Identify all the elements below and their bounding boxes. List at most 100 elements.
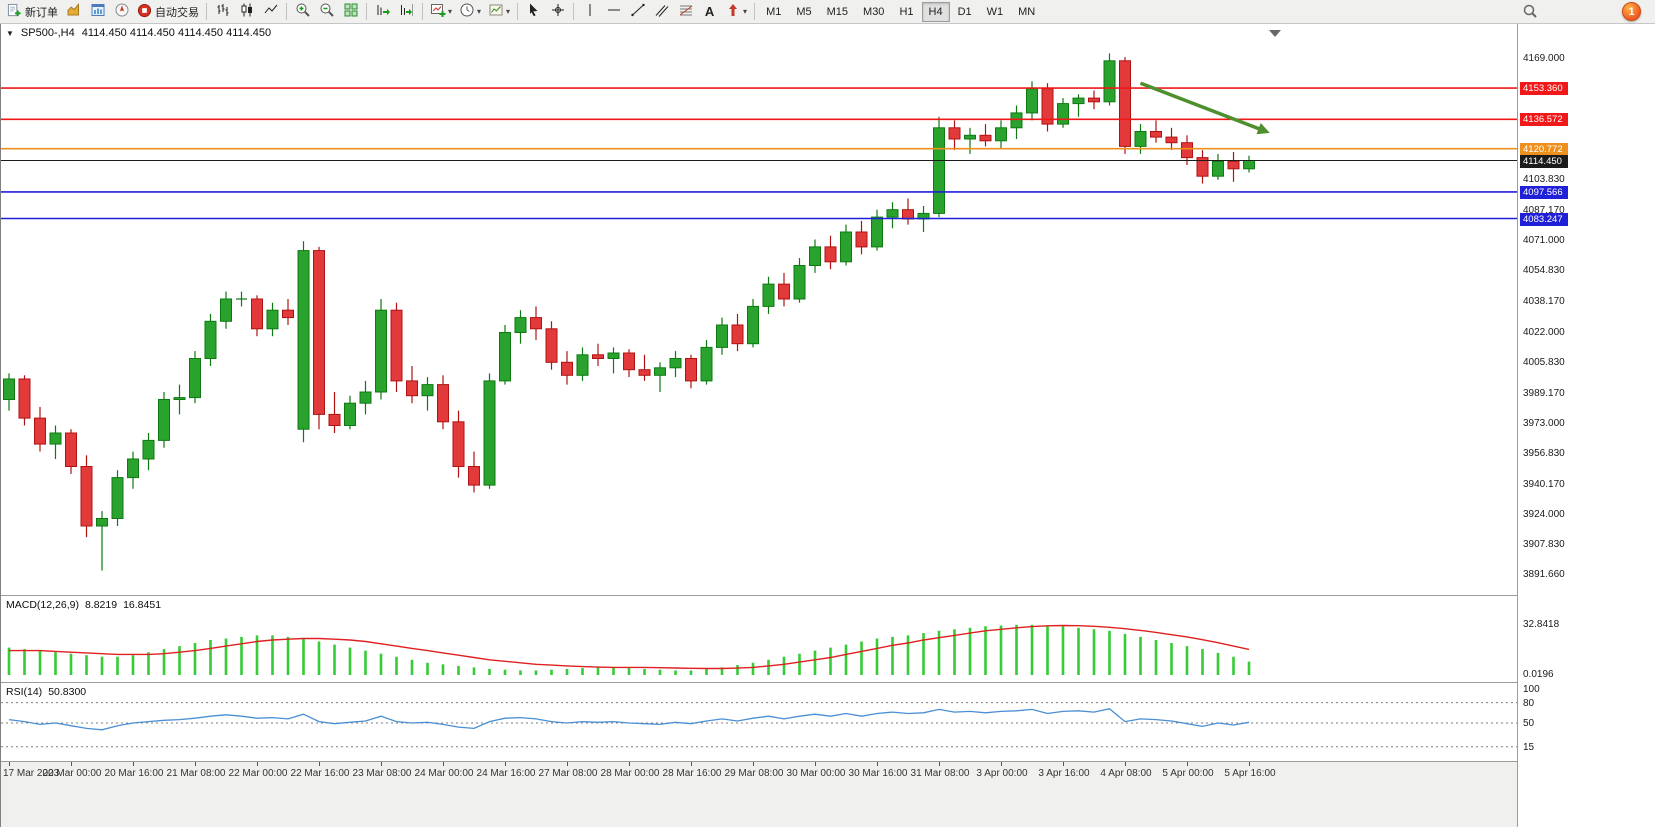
candle [1103, 53, 1116, 106]
zoom-out-button[interactable] [315, 1, 338, 22]
new-order-button[interactable]: 新订单 [4, 1, 61, 22]
toolbar-separator [573, 3, 575, 20]
candle [747, 299, 759, 348]
macd-panel[interactable] [1, 596, 1517, 682]
candle-body [592, 354, 604, 359]
periods-button[interactable]: ▾ [456, 1, 484, 22]
vertical-line-button[interactable] [578, 1, 601, 22]
candle [204, 313, 217, 366]
timeframe-m15-button[interactable]: M15 [820, 2, 855, 22]
candle-body [266, 309, 279, 330]
candle-body [933, 127, 945, 214]
tile-windows-button[interactable] [339, 1, 362, 22]
templates-button[interactable]: ▾ [485, 1, 513, 22]
navigator-button[interactable] [110, 1, 133, 22]
candle-body [778, 283, 790, 300]
candle-body [204, 320, 217, 359]
chart-shift-button[interactable] [395, 1, 418, 22]
candle [1150, 120, 1162, 143]
current-price-badge: 4114.450 [1520, 155, 1568, 168]
arrows-tool-button[interactable]: ▾ [722, 1, 750, 22]
time-axis-label: 23 Mar 08:00 [352, 768, 412, 779]
price-axis[interactable]: 4169.000 4103.830 4087.170 4071.000 4054.830… [1518, 24, 1655, 827]
candle-body [483, 380, 496, 486]
collapse-triangle-icon[interactable]: ▼ [6, 28, 14, 38]
candle-body [499, 332, 511, 382]
panel-separator [1, 761, 1655, 762]
time-axis[interactable]: 17 Mar 2023 20 Mar 00:00 20 Mar 16:00 21 Ma… [1, 762, 1655, 827]
text-tool-button[interactable]: A [698, 1, 721, 22]
search-button[interactable] [1518, 2, 1541, 23]
data-window-button[interactable] [86, 1, 109, 22]
candlestick-chart-button[interactable] [235, 1, 258, 22]
candle-body [1072, 97, 1085, 105]
bar-chart-icon [215, 2, 231, 21]
candle [406, 366, 418, 404]
candle [499, 325, 511, 385]
new-order-icon [7, 3, 22, 21]
auto-scroll-button[interactable] [371, 1, 394, 22]
candle-body [716, 324, 728, 348]
chevron-down-icon: ▾ [743, 7, 748, 16]
candle [623, 349, 635, 378]
candle-body [1010, 112, 1023, 129]
panel-separator[interactable] [1, 682, 1655, 683]
timeframe-h4-button[interactable]: H4 [921, 1, 950, 22]
zoom-in-button[interactable] [291, 1, 314, 22]
timeframe-m5-button[interactable]: M5 [789, 2, 818, 22]
candle-body [902, 209, 914, 220]
fibonacci-icon [678, 2, 694, 21]
candle [654, 362, 666, 392]
candle [1243, 155, 1255, 173]
fibonacci-button[interactable] [674, 1, 697, 22]
market-watch-button[interactable] [62, 1, 85, 22]
trend-arrow-annotation[interactable] [1139, 81, 1263, 132]
time-tick [195, 762, 196, 766]
timeframe-d1-button[interactable]: D1 [951, 2, 979, 22]
candle [778, 272, 790, 307]
auto-trading-button[interactable]: 自动交易 [134, 1, 202, 22]
candle-body [964, 134, 976, 140]
candle-body [1165, 136, 1178, 144]
candle [840, 224, 852, 266]
level-price-badge: 4083.247 [1520, 213, 1568, 226]
candle-body [3, 378, 15, 400]
new-chart-button[interactable]: ▾ [427, 1, 455, 22]
notification-badge[interactable]: 1 [1622, 2, 1641, 21]
timeframe-w1-button[interactable]: W1 [980, 2, 1011, 22]
timeframe-m30-button[interactable]: M30 [856, 2, 891, 22]
candle-body [189, 358, 201, 399]
time-axis-label: 22 Mar 00:00 [228, 768, 288, 779]
time-axis-label: 21 Mar 08:00 [166, 768, 226, 779]
time-axis-label: 3 Apr 16:00 [1038, 768, 1090, 779]
timeframe-mn-button[interactable]: MN [1011, 2, 1042, 22]
trendline-button[interactable] [626, 1, 649, 22]
candle [514, 310, 527, 344]
candle-body [65, 432, 77, 467]
candle-body [158, 399, 170, 441]
candle-body [514, 317, 527, 334]
bar-chart-button[interactable] [211, 1, 234, 22]
crosshair-button[interactable] [546, 1, 569, 22]
channel-button[interactable] [650, 1, 673, 22]
candle-body [49, 432, 62, 445]
candle-body [1243, 160, 1255, 170]
candle-body [1150, 131, 1162, 138]
candle-body [1103, 60, 1116, 103]
time-axis-label: 5 Apr 00:00 [1162, 768, 1214, 779]
candle [96, 511, 108, 571]
main-chart-panel[interactable] [1, 24, 1517, 595]
cursor-button[interactable] [522, 1, 545, 22]
rsi-panel[interactable] [1, 683, 1517, 761]
candle-body [669, 358, 682, 369]
new-chart-icon [430, 2, 446, 21]
panel-separator[interactable] [1, 595, 1655, 596]
candle [1227, 152, 1240, 182]
line-chart-button[interactable] [259, 1, 282, 22]
timeframe-m1-button[interactable]: M1 [759, 2, 788, 22]
candle [902, 198, 914, 225]
horizontal-line-button[interactable] [602, 1, 625, 22]
timeframe-h1-button[interactable]: H1 [892, 2, 920, 22]
chart-shift-marker[interactable] [1269, 30, 1281, 37]
candle-body [344, 402, 356, 427]
